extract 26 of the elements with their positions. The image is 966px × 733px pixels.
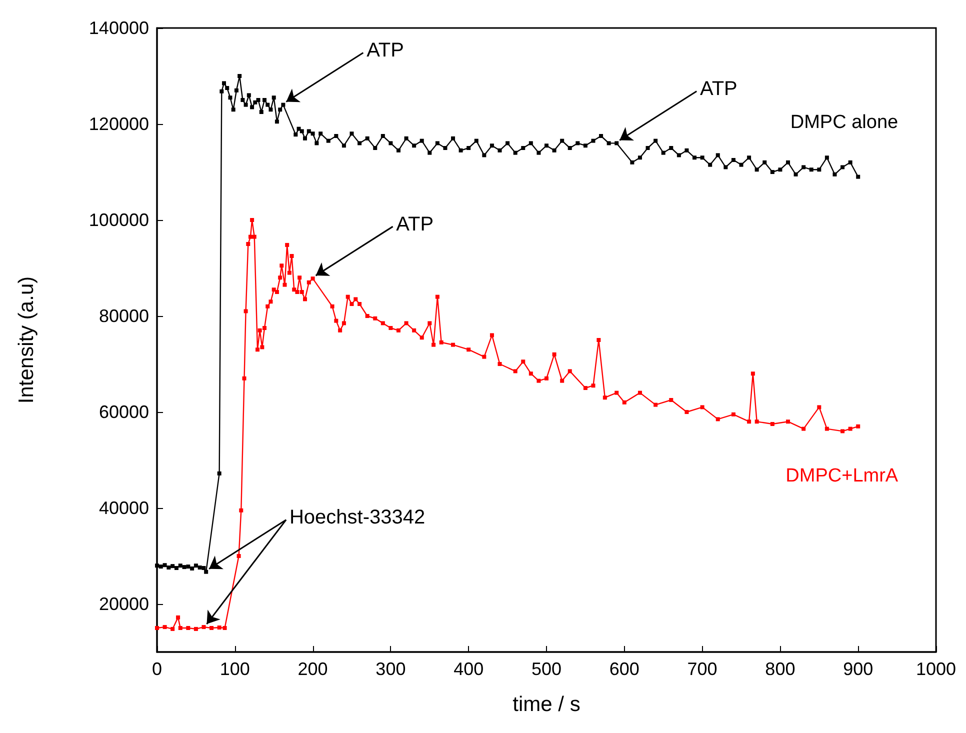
text: DMPC+LmrA (786, 465, 898, 486)
x-tick-label: 1000 (916, 659, 956, 679)
x-axis-title: time / s (512, 693, 580, 716)
y-tick-label: 60000 (98, 402, 149, 422)
y-tick-label: 120000 (88, 114, 149, 134)
annotation: ATP (700, 78, 738, 100)
y-tick-label: 20000 (98, 594, 149, 614)
y-tick-label: 140000 (88, 18, 149, 38)
x-tick-label: 700 (687, 659, 718, 679)
y-tick-label: 40000 (98, 498, 149, 518)
x-tick-label: 500 (531, 659, 562, 679)
x-tick-label: 200 (298, 659, 328, 679)
annotation: ATP (396, 213, 434, 236)
annotation: ATP (366, 40, 404, 62)
x-tick-label: 800 (765, 659, 796, 679)
series-label: DMPC alone (790, 112, 898, 133)
x-tick-label: 900 (843, 659, 874, 679)
y-tick-label: 80000 (98, 306, 149, 326)
x-tick-label: 100 (220, 659, 250, 679)
x-tick-label: 0 (152, 659, 162, 679)
annotation: Hoechst-33342 (289, 506, 426, 529)
x-tick-label: 400 (454, 659, 484, 679)
y-tick-label: 100000 (88, 210, 149, 230)
y-axis-title: Intensity (a.u) (15, 276, 38, 404)
x-tick-label: 300 (376, 659, 406, 679)
x-tick-label: 600 (609, 659, 640, 679)
